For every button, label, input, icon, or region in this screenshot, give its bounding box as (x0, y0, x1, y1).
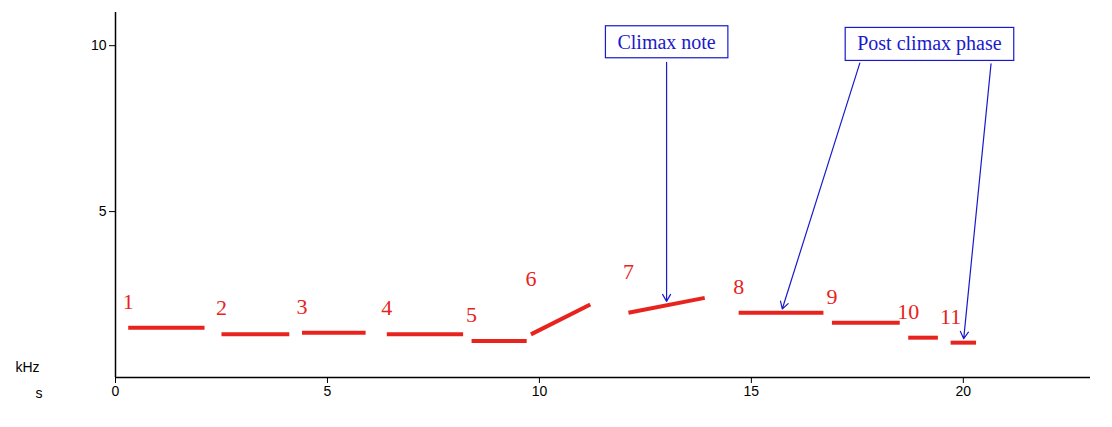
svg-text:15: 15 (744, 383, 760, 399)
svg-text:5: 5 (99, 203, 107, 219)
svg-text:Post climax phase: Post climax phase (857, 32, 1002, 55)
svg-text:10: 10 (91, 37, 107, 53)
svg-text:7: 7 (623, 259, 634, 284)
svg-text:s: s (36, 385, 43, 401)
svg-text:2: 2 (216, 295, 227, 320)
svg-text:20: 20 (956, 383, 972, 399)
svg-text:3: 3 (297, 294, 308, 319)
svg-text:Climax note: Climax note (617, 31, 715, 53)
svg-text:5: 5 (466, 302, 477, 327)
svg-text:kHz: kHz (16, 359, 40, 375)
svg-text:10: 10 (532, 383, 548, 399)
svg-text:6: 6 (525, 266, 536, 291)
svg-text:4: 4 (381, 295, 392, 320)
svg-text:9: 9 (826, 284, 837, 309)
svg-text:5: 5 (324, 383, 332, 399)
svg-text:10: 10 (897, 299, 919, 324)
svg-text:11: 11 (940, 304, 961, 329)
svg-text:1: 1 (123, 289, 134, 314)
svg-text:0: 0 (112, 383, 120, 399)
svg-text:8: 8 (733, 274, 744, 299)
